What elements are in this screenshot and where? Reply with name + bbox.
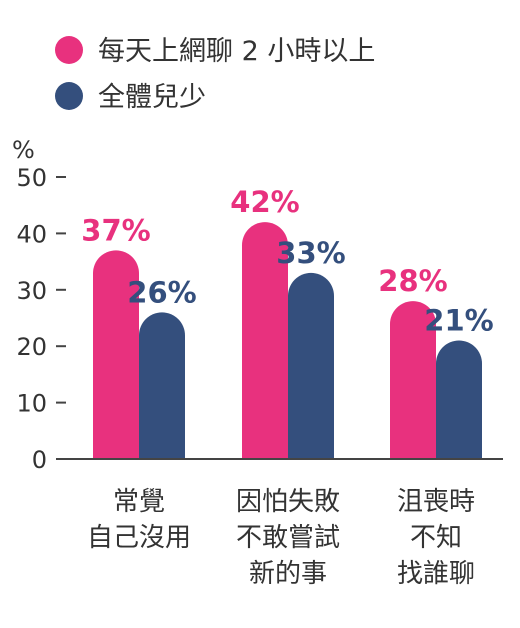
value-label-series1-cat1: 33% <box>276 236 345 270</box>
category-label-2-line-1: 不知 <box>410 523 462 553</box>
category-label-0-line-1: 自己沒用 <box>87 523 191 553</box>
y-tick-label-30: 30 <box>16 277 47 305</box>
legend-label-1: 全體兒少 <box>98 82 206 113</box>
bar-series0-cat1 <box>242 222 288 459</box>
value-label-series1-cat2: 21% <box>424 304 493 338</box>
value-label-series0-cat2: 28% <box>378 264 447 298</box>
y-axis-ticks: 0 10 20 30 40 50 <box>16 164 66 474</box>
y-tick-label-40: 40 <box>16 220 47 248</box>
bar-series1-cat1 <box>288 272 334 459</box>
category-label-2-line-2: 找誰聊 <box>397 559 475 589</box>
category-label-0-line-0: 常覺 <box>113 487 165 517</box>
value-labels: 37% 42% 28% 26% 33% 21% <box>81 185 493 337</box>
category-label-1-line-2: 新的事 <box>249 559 327 589</box>
bars <box>93 222 482 459</box>
bar-series1-cat0 <box>139 312 185 459</box>
legend-swatch-1 <box>55 82 83 110</box>
y-tick-label-50: 50 <box>16 164 47 192</box>
legend-label-0: 每天上網聊 2 小時以上 <box>98 36 375 67</box>
y-tick-label-20: 20 <box>16 333 47 361</box>
category-label-1-line-1: 不敢嘗試 <box>236 523 340 553</box>
legend-swatch-0 <box>55 36 83 64</box>
y-axis-unit: % <box>12 136 35 164</box>
value-label-series1-cat0: 26% <box>127 275 196 309</box>
y-tick-label-0: 0 <box>32 446 47 474</box>
bar-series0-cat2 <box>390 301 436 459</box>
category-label-2-line-0: 沮喪時 <box>397 487 475 517</box>
bar-series1-cat2 <box>436 340 482 459</box>
value-label-series0-cat1: 42% <box>230 185 299 219</box>
category-label-1-line-0: 因怕失敗 <box>236 487 340 517</box>
y-tick-label-10: 10 <box>16 390 47 418</box>
value-label-series0-cat0: 37% <box>81 213 150 247</box>
bar-series0-cat0 <box>93 250 139 459</box>
